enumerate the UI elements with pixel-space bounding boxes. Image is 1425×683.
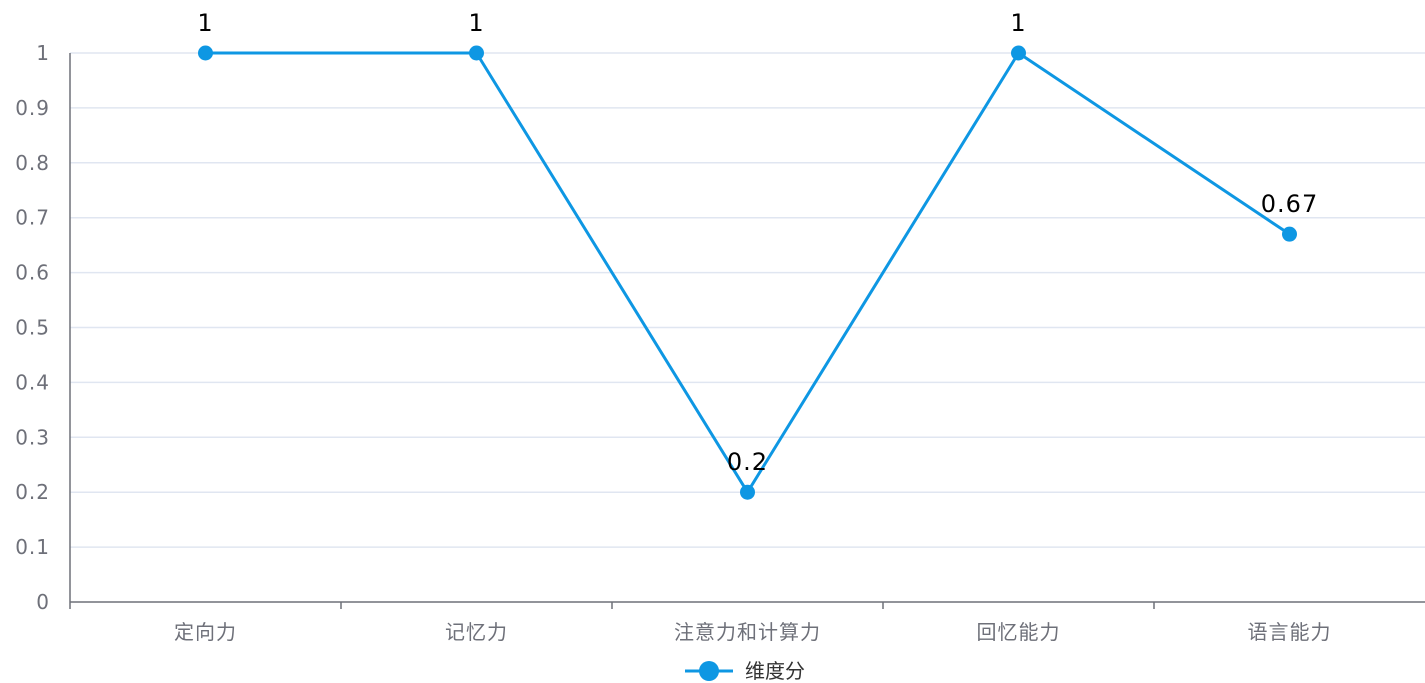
data-point[interactable] — [469, 45, 484, 61]
y-axis-labels: 0 0.1 0.2 0.3 0.4 0.5 0.6 0.7 0.8 0.9 1 — [15, 41, 50, 614]
series-group — [198, 45, 1297, 500]
data-labels: 1 1 0.2 1 0.67 — [197, 9, 1318, 476]
y-tick-label: 0 — [36, 590, 50, 614]
data-point[interactable] — [198, 45, 213, 61]
data-label: 0.2 — [727, 448, 768, 476]
data-label: 0.67 — [1261, 190, 1318, 218]
y-tick-label: 0.2 — [15, 480, 50, 504]
y-tick-label: 0.3 — [15, 425, 50, 449]
data-label: 1 — [468, 9, 484, 37]
data-point[interactable] — [740, 484, 755, 500]
data-label: 1 — [1010, 9, 1026, 37]
data-label: 1 — [197, 9, 213, 37]
grid-lines — [70, 52, 1425, 548]
legend-marker-icon — [699, 661, 719, 681]
legend[interactable]: 维度分 — [685, 659, 805, 683]
x-tick-label: 回忆能力 — [977, 620, 1061, 644]
y-tick-label: 0.6 — [15, 261, 50, 285]
x-tick-label: 定向力 — [174, 620, 237, 644]
data-point[interactable] — [1282, 226, 1297, 242]
axes — [69, 53, 1425, 609]
x-tick-label: 记忆力 — [445, 620, 508, 644]
x-axis-labels: 定向力 记忆力 注意力和计算力 回忆能力 语言能力 — [174, 620, 1332, 644]
data-point[interactable] — [1011, 45, 1026, 61]
y-tick-label: 0.1 — [15, 535, 50, 559]
y-tick-label: 0.8 — [15, 151, 50, 175]
legend-label: 维度分 — [745, 659, 805, 683]
y-tick-label: 0.5 — [15, 316, 50, 340]
y-tick-label: 1 — [36, 41, 50, 65]
x-tick-label: 语言能力 — [1248, 620, 1332, 644]
y-tick-label: 0.7 — [15, 206, 50, 230]
y-tick-label: 0.9 — [15, 96, 50, 120]
x-tick-label: 注意力和计算力 — [674, 620, 821, 644]
y-tick-label: 0.4 — [15, 370, 50, 394]
